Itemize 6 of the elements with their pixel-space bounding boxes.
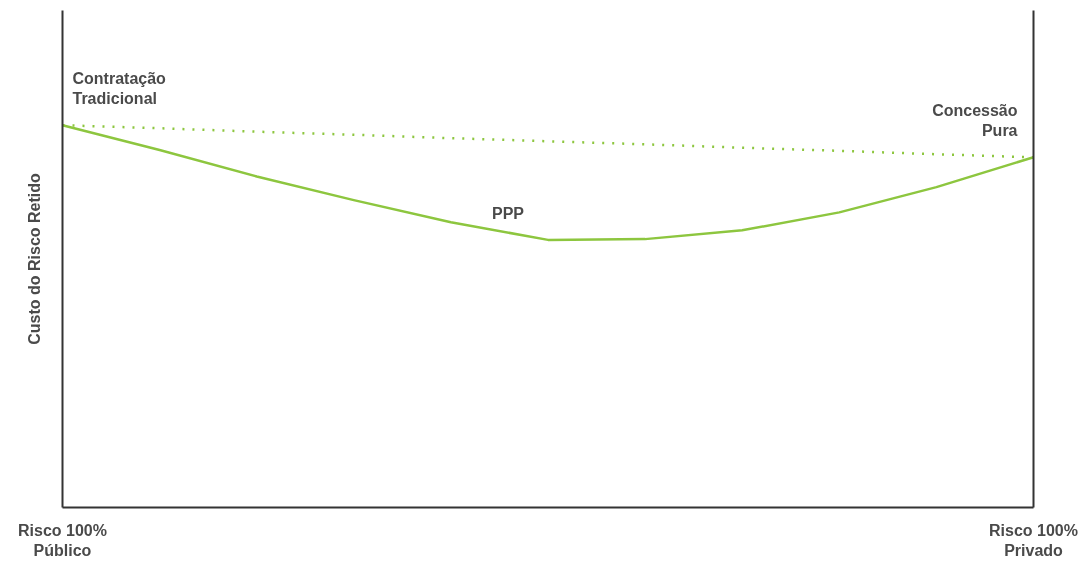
x-tick-label: Risco 100% Público	[18, 521, 107, 559]
y-axis-title: Custo do Risco Retido	[25, 173, 43, 345]
x-tick-label: Risco 100% Privado	[989, 521, 1078, 559]
annotation: Contratação Tradicional	[72, 69, 167, 108]
annotation: Concessão Pura	[932, 101, 1018, 140]
annotation: PPP	[491, 204, 525, 222]
